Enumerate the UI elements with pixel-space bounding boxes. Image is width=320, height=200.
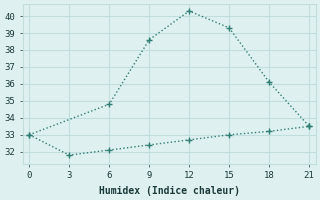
X-axis label: Humidex (Indice chaleur): Humidex (Indice chaleur) (99, 186, 240, 196)
